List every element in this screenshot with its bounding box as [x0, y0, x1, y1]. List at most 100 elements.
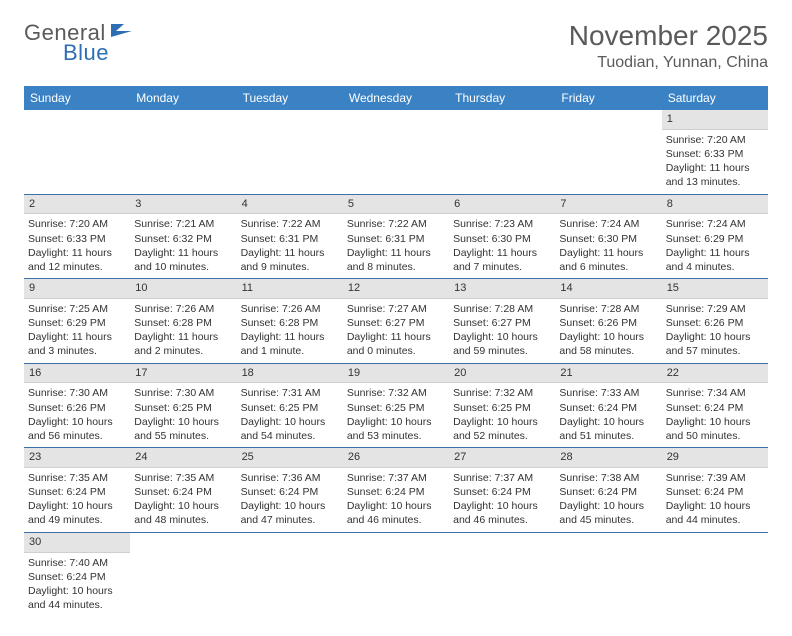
week-row: 9Sunrise: 7:25 AMSunset: 6:29 PMDaylight…	[24, 279, 768, 364]
day-cell: 17Sunrise: 7:30 AMSunset: 6:25 PMDayligh…	[130, 364, 236, 448]
date-number	[237, 110, 343, 128]
logo-blue-wrap: Blue	[64, 40, 109, 66]
date-number: 22	[662, 364, 768, 384]
day-detail-line: and 44 minutes.	[666, 513, 764, 527]
day-detail-line: Sunset: 6:28 PM	[134, 316, 232, 330]
day-detail-line: Daylight: 10 hours	[347, 499, 445, 513]
day-detail-line: Sunset: 6:26 PM	[666, 316, 764, 330]
day-cell: 16Sunrise: 7:30 AMSunset: 6:26 PMDayligh…	[24, 364, 130, 448]
day-detail-line: and 7 minutes.	[453, 260, 551, 274]
day-detail-line: Sunset: 6:28 PM	[241, 316, 339, 330]
day-detail-line: and 57 minutes.	[666, 344, 764, 358]
date-number	[555, 110, 661, 128]
date-number: 5	[343, 195, 449, 215]
day-detail-line: Daylight: 10 hours	[241, 415, 339, 429]
date-number: 15	[662, 279, 768, 299]
page: General November 2025 Tuodian, Yunnan, C…	[0, 0, 792, 636]
day-cell: 18Sunrise: 7:31 AMSunset: 6:25 PMDayligh…	[237, 364, 343, 448]
day-detail-line: Daylight: 10 hours	[453, 499, 551, 513]
date-number	[662, 533, 768, 551]
day-cell	[449, 110, 555, 194]
day-detail-line: Daylight: 10 hours	[28, 584, 126, 598]
day-detail-line: Sunrise: 7:36 AM	[241, 471, 339, 485]
day-detail-line: Sunrise: 7:24 AM	[666, 217, 764, 231]
day-detail-line: Daylight: 11 hours	[241, 246, 339, 260]
day-detail-line: and 10 minutes.	[134, 260, 232, 274]
day-cell	[343, 533, 449, 617]
day-detail-line: Daylight: 10 hours	[28, 499, 126, 513]
date-number	[555, 533, 661, 551]
day-detail-line: and 48 minutes.	[134, 513, 232, 527]
day-header: Wednesday	[343, 86, 449, 110]
day-detail-line: Daylight: 10 hours	[134, 499, 232, 513]
day-cell: 23Sunrise: 7:35 AMSunset: 6:24 PMDayligh…	[24, 448, 130, 532]
day-detail-line: Daylight: 10 hours	[347, 415, 445, 429]
date-number: 21	[555, 364, 661, 384]
day-detail-line: Sunrise: 7:22 AM	[347, 217, 445, 231]
day-detail-line: Sunset: 6:27 PM	[453, 316, 551, 330]
day-detail-line: Sunrise: 7:20 AM	[666, 133, 764, 147]
date-number: 27	[449, 448, 555, 468]
day-header: Friday	[555, 86, 661, 110]
day-cell: 14Sunrise: 7:28 AMSunset: 6:26 PMDayligh…	[555, 279, 661, 363]
day-detail-line: Sunset: 6:32 PM	[134, 232, 232, 246]
day-header-row: SundayMondayTuesdayWednesdayThursdayFrid…	[24, 86, 768, 110]
date-number	[343, 110, 449, 128]
day-cell: 10Sunrise: 7:26 AMSunset: 6:28 PMDayligh…	[130, 279, 236, 363]
day-detail-line: Sunrise: 7:27 AM	[347, 302, 445, 316]
day-detail-line: and 45 minutes.	[559, 513, 657, 527]
day-detail-line: Sunset: 6:24 PM	[453, 485, 551, 499]
date-number	[130, 110, 236, 128]
day-cell: 30Sunrise: 7:40 AMSunset: 6:24 PMDayligh…	[24, 533, 130, 617]
day-detail-line: Daylight: 10 hours	[134, 415, 232, 429]
day-cell: 1Sunrise: 7:20 AMSunset: 6:33 PMDaylight…	[662, 110, 768, 194]
day-detail-line: Sunrise: 7:20 AM	[28, 217, 126, 231]
day-detail-line: Sunrise: 7:28 AM	[559, 302, 657, 316]
day-detail-line: Daylight: 11 hours	[666, 246, 764, 260]
date-number: 3	[130, 195, 236, 215]
day-detail-line: Sunrise: 7:35 AM	[28, 471, 126, 485]
day-detail-line: and 3 minutes.	[28, 344, 126, 358]
day-detail-line: Sunrise: 7:38 AM	[559, 471, 657, 485]
weeks-container: 1Sunrise: 7:20 AMSunset: 6:33 PMDaylight…	[24, 110, 768, 616]
day-detail-line: and 58 minutes.	[559, 344, 657, 358]
date-number: 28	[555, 448, 661, 468]
title-block: November 2025 Tuodian, Yunnan, China	[569, 20, 768, 72]
day-cell: 4Sunrise: 7:22 AMSunset: 6:31 PMDaylight…	[237, 195, 343, 279]
day-detail-line: Sunset: 6:24 PM	[241, 485, 339, 499]
day-cell: 27 Sunrise: 7:37 AMSunset: 6:24 PMDayligh…	[449, 448, 555, 532]
date-number: 13	[449, 279, 555, 299]
day-cell: 29Sunrise: 7:39 AMSunset: 6:24 PMDayligh…	[662, 448, 768, 532]
date-number: 10	[130, 279, 236, 299]
day-detail-line: Daylight: 10 hours	[559, 415, 657, 429]
day-detail-line: and 47 minutes.	[241, 513, 339, 527]
date-number	[449, 110, 555, 128]
day-cell	[130, 110, 236, 194]
day-detail-line: Sunrise: 7:37 AM	[453, 471, 551, 485]
date-number: 2	[24, 195, 130, 215]
day-detail-line: Sunset: 6:33 PM	[28, 232, 126, 246]
day-cell	[237, 533, 343, 617]
day-detail-line: Daylight: 10 hours	[559, 330, 657, 344]
day-detail-line: Daylight: 11 hours	[134, 330, 232, 344]
day-detail-line: Sunset: 6:24 PM	[134, 485, 232, 499]
day-detail-line: and 52 minutes.	[453, 429, 551, 443]
date-number: 7	[555, 195, 661, 215]
day-header: Sunday	[24, 86, 130, 110]
day-cell: 2Sunrise: 7:20 AMSunset: 6:33 PMDaylight…	[24, 195, 130, 279]
day-cell: 26Sunrise: 7:37 AMSunset: 6:24 PMDayligh…	[343, 448, 449, 532]
day-detail-line: Sunrise: 7:30 AM	[134, 386, 232, 400]
day-cell	[449, 533, 555, 617]
day-cell: 28Sunrise: 7:38 AMSunset: 6:24 PMDayligh…	[555, 448, 661, 532]
calendar: SundayMondayTuesdayWednesdayThursdayFrid…	[24, 86, 768, 616]
day-detail-line: Sunset: 6:29 PM	[666, 232, 764, 246]
day-detail-line: Sunrise: 7:22 AM	[241, 217, 339, 231]
day-detail-line: Sunset: 6:26 PM	[28, 401, 126, 415]
day-detail-line: and 50 minutes.	[666, 429, 764, 443]
location: Tuodian, Yunnan, China	[569, 54, 768, 72]
day-cell: 19Sunrise: 7:32 AMSunset: 6:25 PMDayligh…	[343, 364, 449, 448]
day-detail-line: and 55 minutes.	[134, 429, 232, 443]
day-detail-line: and 0 minutes.	[347, 344, 445, 358]
date-number: 8	[662, 195, 768, 215]
date-number: 4	[237, 195, 343, 215]
